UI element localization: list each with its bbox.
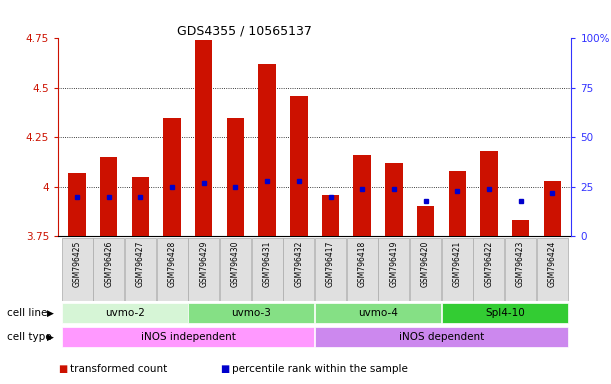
Text: transformed count: transformed count bbox=[70, 364, 167, 374]
Bar bbox=[163, 118, 181, 236]
Text: ▶: ▶ bbox=[47, 333, 54, 342]
Bar bbox=[156, 238, 188, 301]
Text: ■: ■ bbox=[220, 364, 229, 374]
Bar bbox=[284, 238, 314, 301]
Bar bbox=[417, 207, 434, 236]
Bar bbox=[474, 238, 505, 301]
Text: percentile rank within the sample: percentile rank within the sample bbox=[232, 364, 408, 374]
Bar bbox=[315, 327, 568, 347]
Bar bbox=[536, 238, 568, 301]
Text: GSM796424: GSM796424 bbox=[548, 241, 557, 287]
Bar bbox=[505, 238, 536, 301]
Bar bbox=[315, 303, 441, 323]
Text: GSM796423: GSM796423 bbox=[516, 241, 525, 287]
Text: GSM796428: GSM796428 bbox=[167, 241, 177, 287]
Bar bbox=[442, 303, 568, 323]
Text: ■: ■ bbox=[58, 364, 67, 374]
Bar bbox=[258, 64, 276, 236]
Bar bbox=[220, 238, 251, 301]
Bar bbox=[100, 157, 117, 236]
Text: uvmo-4: uvmo-4 bbox=[358, 308, 398, 318]
Bar bbox=[62, 238, 93, 301]
Bar bbox=[385, 163, 403, 236]
Bar bbox=[322, 195, 339, 236]
Bar bbox=[544, 181, 561, 236]
Bar bbox=[290, 96, 307, 236]
Text: GSM796417: GSM796417 bbox=[326, 241, 335, 287]
Bar bbox=[132, 177, 149, 236]
Bar bbox=[442, 238, 473, 301]
Bar bbox=[315, 238, 346, 301]
Text: uvmo-3: uvmo-3 bbox=[232, 308, 271, 318]
Text: GSM796432: GSM796432 bbox=[295, 241, 303, 287]
Bar bbox=[68, 173, 86, 236]
Bar bbox=[93, 238, 124, 301]
Bar bbox=[410, 238, 441, 301]
Text: GSM796420: GSM796420 bbox=[421, 241, 430, 287]
Text: GSM796418: GSM796418 bbox=[357, 241, 367, 287]
Bar bbox=[188, 303, 314, 323]
Text: GSM796425: GSM796425 bbox=[73, 241, 81, 287]
Text: GDS4355 / 10565137: GDS4355 / 10565137 bbox=[177, 25, 312, 38]
Bar bbox=[227, 118, 244, 236]
Text: GSM796431: GSM796431 bbox=[263, 241, 272, 287]
Text: GSM796427: GSM796427 bbox=[136, 241, 145, 287]
Text: GSM796422: GSM796422 bbox=[485, 241, 494, 287]
Text: iNOS independent: iNOS independent bbox=[141, 332, 235, 342]
Text: cell type: cell type bbox=[7, 332, 52, 342]
Bar bbox=[512, 220, 529, 236]
Text: GSM796419: GSM796419 bbox=[389, 241, 398, 287]
Bar bbox=[62, 327, 314, 347]
Text: iNOS dependent: iNOS dependent bbox=[399, 332, 484, 342]
Text: GSM796429: GSM796429 bbox=[199, 241, 208, 287]
Text: GSM796421: GSM796421 bbox=[453, 241, 462, 287]
Bar bbox=[125, 238, 156, 301]
Text: GSM796430: GSM796430 bbox=[231, 241, 240, 287]
Bar bbox=[354, 155, 371, 236]
Text: uvmo-2: uvmo-2 bbox=[104, 308, 145, 318]
Bar bbox=[448, 171, 466, 236]
Bar bbox=[195, 40, 213, 236]
Text: cell line: cell line bbox=[7, 308, 48, 318]
Text: ▶: ▶ bbox=[47, 309, 54, 318]
Text: GSM796426: GSM796426 bbox=[104, 241, 113, 287]
Text: Spl4-10: Spl4-10 bbox=[485, 308, 525, 318]
Bar bbox=[378, 238, 409, 301]
Bar bbox=[252, 238, 283, 301]
Bar bbox=[346, 238, 378, 301]
Bar bbox=[62, 303, 188, 323]
Bar bbox=[188, 238, 219, 301]
Bar bbox=[480, 151, 497, 236]
